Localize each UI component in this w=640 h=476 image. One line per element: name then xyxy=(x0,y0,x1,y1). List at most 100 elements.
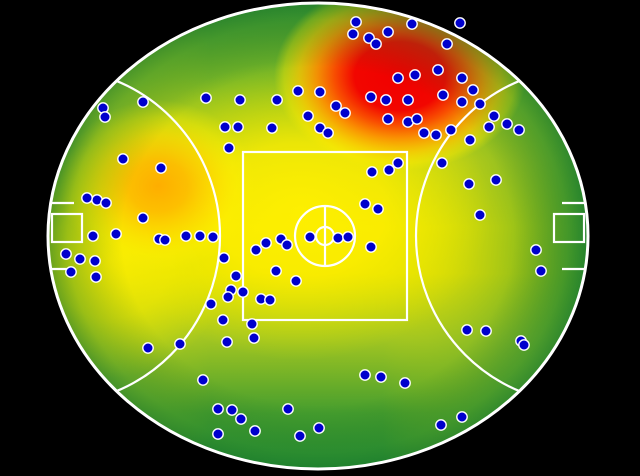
scatter-point xyxy=(399,377,411,389)
scatter-point xyxy=(314,86,326,98)
scatter-point xyxy=(483,121,495,133)
scatter-point xyxy=(456,72,468,84)
scatter-point xyxy=(332,232,344,244)
scatter-point xyxy=(264,294,276,306)
scatter-point xyxy=(437,89,449,101)
scatter-point xyxy=(200,92,212,104)
scatter-point xyxy=(235,413,247,425)
fifty-metre-arc-right xyxy=(414,66,585,406)
scatter-point xyxy=(342,231,354,243)
scatter-point xyxy=(194,230,206,242)
scatter-point xyxy=(347,28,359,40)
scatter-point xyxy=(207,231,219,243)
scatter-point xyxy=(230,270,242,282)
scatter-point xyxy=(382,26,394,38)
scatter-point xyxy=(406,18,418,30)
goal-square-left xyxy=(50,212,84,244)
scatter-point xyxy=(282,403,294,415)
scatter-point xyxy=(418,127,430,139)
field-markings xyxy=(50,66,586,406)
scatter-point xyxy=(270,265,282,277)
scatter-point xyxy=(402,94,414,106)
scatter-point xyxy=(461,324,473,336)
scatter-point xyxy=(350,16,362,28)
scatter-point xyxy=(234,94,246,106)
scatter-point xyxy=(436,157,448,169)
scatter-point xyxy=(380,94,392,106)
scatter-point xyxy=(212,428,224,440)
scatter-point xyxy=(205,298,217,310)
scatter-point xyxy=(383,164,395,176)
scatter-point xyxy=(246,318,258,330)
scatter-point xyxy=(222,291,234,303)
scatter-point xyxy=(513,124,525,136)
scatter-point xyxy=(266,122,278,134)
scatter-point xyxy=(467,84,479,96)
scatter-point xyxy=(180,230,192,242)
scatter-point xyxy=(100,197,112,209)
scatter-point xyxy=(281,239,293,251)
scatter-point xyxy=(530,244,542,256)
scatter-point xyxy=(535,265,547,277)
centre-square xyxy=(241,150,409,322)
goal-square-right xyxy=(552,212,586,244)
scatter-point xyxy=(330,100,342,112)
scatter-point xyxy=(159,234,171,246)
scatter-point xyxy=(382,113,394,125)
scatter-point xyxy=(212,403,224,415)
scatter-point xyxy=(370,38,382,50)
scatter-point xyxy=(392,72,404,84)
scatter-point xyxy=(260,237,272,249)
scatter-point xyxy=(313,422,325,434)
scatter-point xyxy=(226,404,238,416)
scatter-point xyxy=(248,332,260,344)
scatter-point xyxy=(480,325,492,337)
scatter-point xyxy=(488,110,500,122)
scatter-point xyxy=(304,231,316,243)
scatter-point xyxy=(89,255,101,267)
scatter-point xyxy=(366,166,378,178)
scatter-point xyxy=(87,230,99,242)
scatter-point xyxy=(411,113,423,125)
scatter-point xyxy=(74,253,86,265)
scatter-point xyxy=(223,142,235,154)
behind-post-lines-right xyxy=(562,201,584,271)
scatter-point xyxy=(221,336,233,348)
scatter-point xyxy=(155,162,167,174)
scatter-points-layer xyxy=(60,16,547,442)
scatter-point xyxy=(218,252,230,264)
scatter-point xyxy=(365,91,377,103)
scatter-point xyxy=(474,98,486,110)
scatter-point xyxy=(490,174,502,186)
scatter-point xyxy=(292,85,304,97)
scatter-point xyxy=(322,127,334,139)
scatter-point xyxy=(435,419,447,431)
scatter-point xyxy=(302,110,314,122)
scatter-point xyxy=(359,369,371,381)
scatter-point xyxy=(60,248,72,260)
scatter-point xyxy=(117,153,129,165)
scatter-point xyxy=(392,157,404,169)
scatter-point xyxy=(271,94,283,106)
scatter-point xyxy=(445,124,457,136)
scatter-point xyxy=(474,209,486,221)
scatter-point xyxy=(174,338,186,350)
boundary-line xyxy=(46,1,590,471)
scatter-point xyxy=(463,178,475,190)
scatter-point xyxy=(456,96,468,108)
scatter-point xyxy=(464,134,476,146)
scatter-point xyxy=(250,244,262,256)
scatter-point xyxy=(65,266,77,278)
scatter-point xyxy=(294,430,306,442)
scatter-point xyxy=(430,129,442,141)
fifty-metre-arc-left xyxy=(51,66,222,406)
scatter-point xyxy=(197,374,209,386)
scatter-point xyxy=(137,212,149,224)
scatter-point xyxy=(81,192,93,204)
scatter-point xyxy=(501,118,513,130)
scatter-point xyxy=(137,96,149,108)
scatter-point xyxy=(219,121,231,133)
scatter-point xyxy=(454,17,466,29)
